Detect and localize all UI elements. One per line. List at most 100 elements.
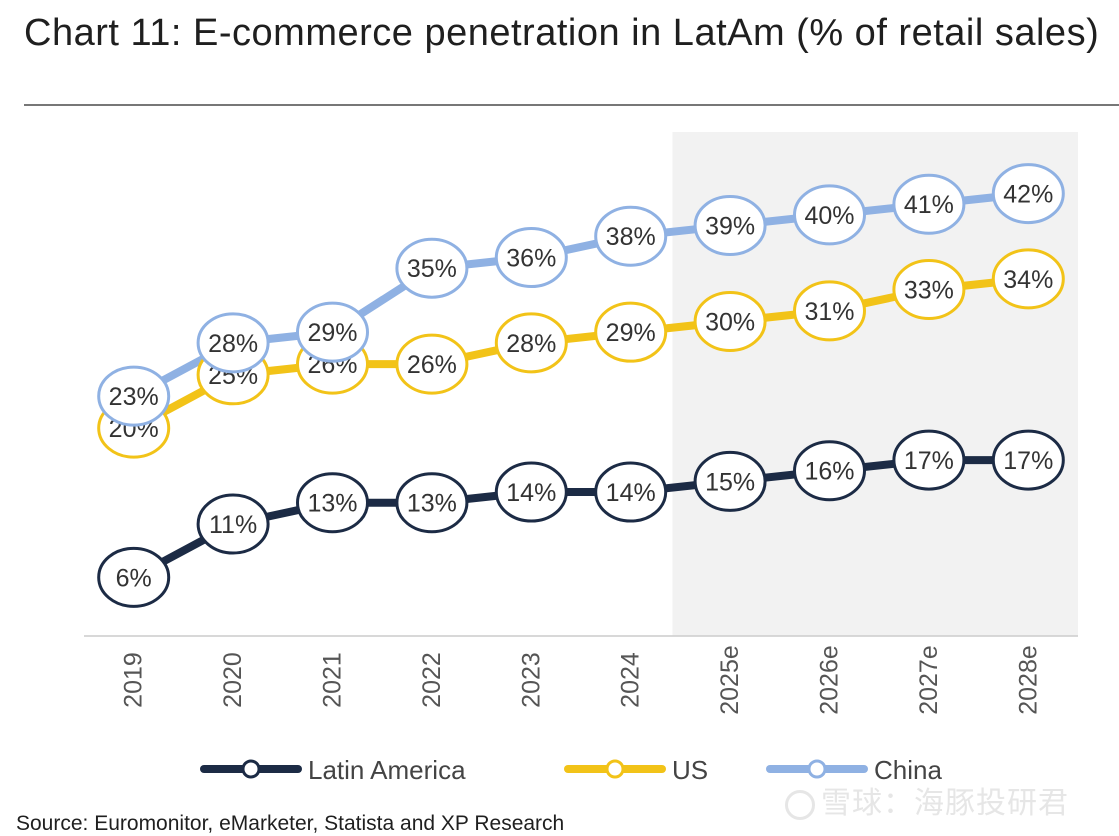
data-marker (793, 280, 866, 342)
data-label: 29% (606, 319, 656, 347)
x-tick-label: 2027e (915, 645, 943, 715)
data-point-us: 26% (395, 333, 469, 395)
data-marker (693, 291, 767, 352)
data-label: 13% (307, 490, 357, 518)
data-label: 11% (209, 511, 257, 539)
data-marker (594, 301, 668, 363)
data-label: 26% (407, 351, 457, 379)
data-marker (793, 440, 866, 502)
legend-item-latin-america: Latin America (200, 755, 466, 785)
data-point-latin-america: 13% (296, 472, 369, 534)
data-label: 16% (804, 458, 854, 486)
data-point-latin-america: 6% (97, 546, 171, 608)
data-marker (793, 184, 866, 246)
data-label: 31% (804, 298, 854, 326)
legend-marker (807, 759, 827, 779)
legend-label: Latin America (308, 755, 466, 785)
data-point-us: 31% (793, 280, 866, 342)
data-point-latin-america: 11% (196, 493, 270, 555)
watermark: 雪球：海豚投研君 (785, 778, 1069, 822)
title-divider (24, 104, 1119, 106)
data-label: 34% (1003, 266, 1053, 294)
data-label: 17% (904, 447, 954, 475)
data-marker (693, 195, 767, 257)
data-marker (494, 227, 568, 289)
data-point-china: 42% (991, 163, 1065, 225)
data-marker (395, 237, 469, 299)
x-tick-label: 2019 (120, 652, 148, 708)
data-label: 17% (1003, 447, 1053, 475)
data-point-china: 40% (793, 184, 866, 246)
legend-marker (241, 759, 261, 779)
data-point-latin-america: 17% (892, 429, 966, 491)
data-point-china: 28% (196, 312, 270, 374)
data-point-latin-america: 14% (494, 461, 568, 523)
data-point-latin-america: 15% (693, 450, 767, 512)
data-marker (196, 493, 270, 555)
legend-item-china: China (766, 755, 942, 785)
data-marker (892, 429, 966, 491)
x-tick-label: 2023 (517, 652, 545, 708)
legend-marker (605, 759, 625, 779)
x-tick-label: 2026e (816, 645, 844, 715)
data-label: 33% (904, 277, 954, 305)
data-marker (494, 312, 568, 374)
data-label: 14% (606, 479, 656, 507)
data-point-china: 41% (892, 173, 966, 235)
data-point-china: 38% (594, 205, 668, 267)
data-label: 23% (109, 383, 159, 411)
data-point-china: 39% (693, 195, 767, 257)
source-note: Source: Euromonitor, eMarketer, Statista… (16, 812, 565, 835)
data-point-china: 35% (395, 237, 469, 299)
data-marker (991, 248, 1065, 310)
data-label: 36% (506, 245, 556, 273)
data-marker (296, 301, 369, 363)
x-tick-label: 2020 (219, 652, 247, 708)
series-line-us (129, 274, 1033, 433)
data-label: 6% (116, 564, 152, 592)
legend-label: China (874, 755, 942, 785)
data-label: 13% (407, 490, 457, 518)
data-label: 40% (804, 202, 854, 230)
x-tick-label: 2028e (1014, 645, 1042, 715)
data-marker (892, 259, 966, 321)
data-label: 38% (606, 223, 656, 251)
data-point-china: 23% (97, 365, 171, 427)
data-label: 29% (307, 319, 357, 347)
data-point-us: 29% (594, 301, 668, 363)
data-marker (991, 429, 1065, 491)
data-label: 28% (506, 330, 556, 358)
x-tick-label: 2024 (617, 652, 645, 708)
data-marker (991, 163, 1065, 225)
data-point-latin-america: 14% (594, 461, 668, 523)
data-marker (97, 365, 171, 427)
snowball-logo-icon (785, 789, 815, 820)
legend-label: US (672, 755, 708, 785)
data-point-latin-america: 13% (395, 472, 469, 534)
data-point-us: 30% (693, 291, 767, 352)
data-marker (494, 461, 568, 523)
data-marker (594, 461, 668, 523)
data-label: 42% (1003, 181, 1053, 209)
x-tick-label: 2021 (319, 652, 347, 708)
data-label: 39% (705, 213, 755, 241)
data-point-latin-america: 16% (793, 440, 866, 502)
data-marker (395, 472, 469, 534)
data-point-us: 33% (892, 259, 966, 321)
data-marker (196, 312, 270, 374)
legend-item-us: US (564, 755, 708, 785)
data-point-latin-america: 17% (991, 429, 1065, 491)
data-label: 28% (208, 330, 258, 358)
x-tick-label: 2022 (418, 652, 446, 708)
data-marker (97, 546, 171, 608)
data-point-us: 34% (991, 248, 1065, 310)
data-marker (693, 450, 767, 512)
x-tick-label: 2025e (716, 645, 744, 715)
data-label: 35% (407, 255, 457, 283)
data-point-us: 28% (494, 312, 568, 374)
series-line-latin-america (129, 456, 1033, 582)
data-marker (395, 333, 469, 395)
data-marker (296, 472, 369, 534)
data-label: 41% (904, 191, 954, 219)
